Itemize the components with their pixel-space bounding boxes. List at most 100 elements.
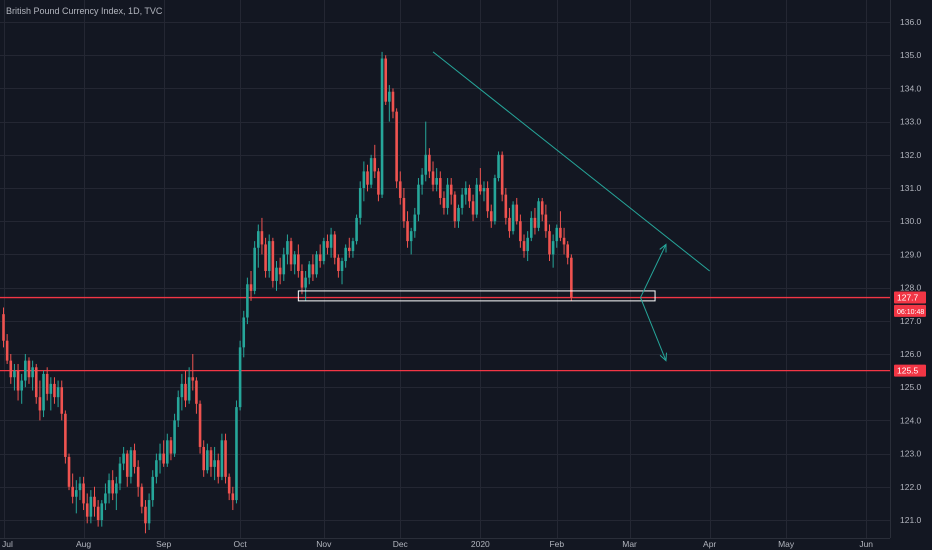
x-tick-label: Jul (2, 539, 13, 549)
candle-down (198, 403, 202, 447)
candle-up (42, 373, 45, 411)
candle-down (162, 453, 165, 464)
candle-up (242, 317, 246, 348)
candle-down (468, 188, 471, 202)
candle-up (56, 387, 60, 398)
candle-down (209, 450, 213, 467)
candle-down (260, 231, 264, 245)
candle-up (107, 480, 111, 494)
trend-line[interactable] (432, 51, 710, 272)
candle-up (369, 158, 373, 185)
candle-up (24, 360, 27, 381)
candle-up (213, 460, 216, 467)
candle-up (246, 284, 249, 318)
x-tick-label: May (778, 539, 795, 549)
candle-up (275, 267, 278, 281)
candle-down (544, 214, 548, 232)
candle-up (129, 450, 133, 477)
candle-up (497, 154, 500, 179)
candle-up (340, 261, 344, 271)
candle-up (293, 254, 296, 265)
candle-up (158, 453, 162, 461)
candle-down (311, 264, 315, 275)
candle-down (202, 446, 205, 471)
grid-lines (0, 0, 890, 538)
candle-down (540, 201, 544, 215)
candle-down (479, 184, 482, 192)
candle-up (435, 178, 438, 185)
candle-up (151, 476, 155, 501)
candle-up (115, 483, 118, 494)
candle-up (104, 493, 107, 504)
candle-down (216, 460, 220, 477)
candle-down (453, 194, 457, 222)
candle-down (271, 241, 275, 281)
x-tick-label: Oct (233, 539, 247, 549)
candle-up (206, 450, 209, 471)
candle-down (64, 413, 67, 457)
candle-up (355, 217, 358, 242)
y-tick-label: 127.0 (900, 316, 922, 326)
price-axis[interactable]: 121.0 122.0 123.0 124.0 125.0 126.0 127.0 128.0… (900, 17, 922, 525)
candle-down (406, 221, 409, 242)
candle-down (548, 231, 551, 255)
candle-down (111, 480, 114, 494)
candle-down (249, 284, 253, 291)
candle-down (508, 217, 511, 232)
candle-up (173, 420, 176, 454)
candle-up (75, 490, 78, 497)
candle-down (136, 466, 140, 487)
price-label-box (894, 291, 926, 304)
candle-down (85, 503, 89, 517)
candle-up (187, 377, 191, 401)
candle-down (333, 234, 337, 258)
candle-down (169, 440, 173, 454)
candle-down (428, 154, 431, 172)
candle-up (329, 234, 333, 248)
candle-down (144, 506, 147, 524)
time-axis[interactable]: Jul Aug Sep Oct Nov Dec 2020 Feb Mar Apr May Jun (2, 539, 873, 549)
x-tick-label: Dec (393, 539, 409, 549)
candle-down (71, 486, 74, 497)
candle-down (2, 314, 5, 341)
candle-down (318, 254, 322, 262)
candle-up (286, 241, 289, 255)
candle-up (424, 154, 428, 175)
candle-down (398, 181, 402, 198)
candle-down (522, 241, 526, 252)
candle-down (195, 380, 198, 404)
x-tick-label: 2020 (471, 539, 490, 549)
arrow-head (659, 243, 667, 253)
candle-down (82, 483, 85, 504)
candle-up (555, 227, 559, 242)
x-tick-label: Sep (156, 539, 171, 549)
arrow-line[interactable] (640, 244, 667, 298)
candle-down (140, 486, 144, 507)
x-tick-label: Aug (76, 539, 91, 549)
candle-up (78, 483, 82, 491)
price-label: 125.5 (897, 366, 919, 376)
candle-up (511, 204, 515, 232)
support-box[interactable] (297, 290, 656, 302)
candle-up (49, 383, 53, 394)
candle-down (278, 267, 282, 275)
arrow-line[interactable] (640, 297, 667, 361)
candle-up (464, 188, 468, 195)
y-tick-label: 128.0 (900, 283, 922, 293)
candle-up (267, 241, 271, 271)
candle-up (409, 231, 413, 242)
candle-down (489, 211, 493, 222)
horizontal-lines (0, 296, 890, 372)
price-label-box (894, 304, 926, 317)
candle-down (500, 154, 504, 195)
candle-up (100, 503, 104, 520)
y-tick-label: 124.0 (900, 415, 922, 425)
x-tick-label: Apr (703, 539, 716, 549)
x-tick-label: Nov (316, 539, 332, 549)
candle-down (366, 171, 369, 185)
candle-up (417, 184, 420, 215)
y-tick-label: 122.0 (900, 482, 922, 492)
y-tick-label: 132.0 (900, 150, 922, 160)
candle-up (31, 367, 34, 378)
